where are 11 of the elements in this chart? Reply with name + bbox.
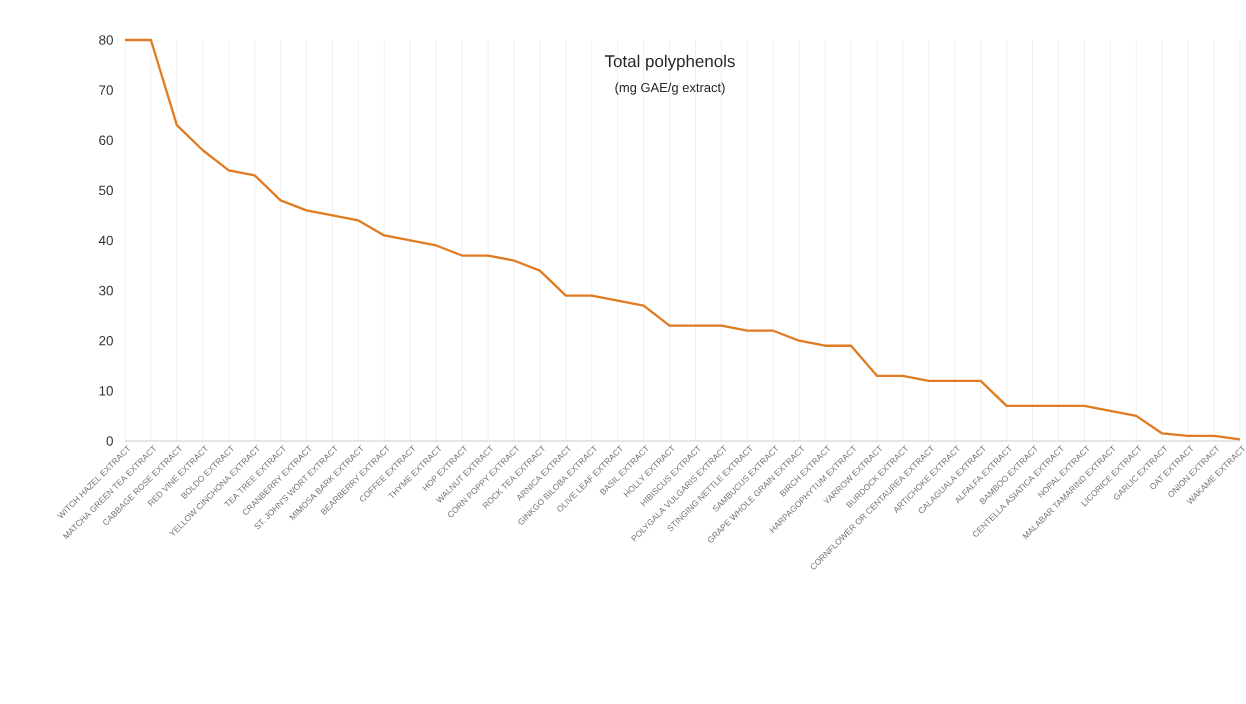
y-tick-label: 70	[99, 85, 113, 95]
y-tick-label: 60	[99, 135, 113, 145]
y-tick-label: 40	[98, 235, 113, 246]
y-tick-label: 50	[99, 185, 113, 196]
y-tick-label: 0	[106, 436, 113, 446]
y-tick-label: 80	[99, 35, 113, 45]
text: (mg GAE/g extract)	[615, 82, 725, 95]
y-tick-label: 20	[99, 335, 113, 346]
y-tick-label: 10	[99, 386, 113, 396]
y-tick-label: 30	[99, 285, 113, 296]
text: Total polyphenols	[604, 54, 735, 71]
